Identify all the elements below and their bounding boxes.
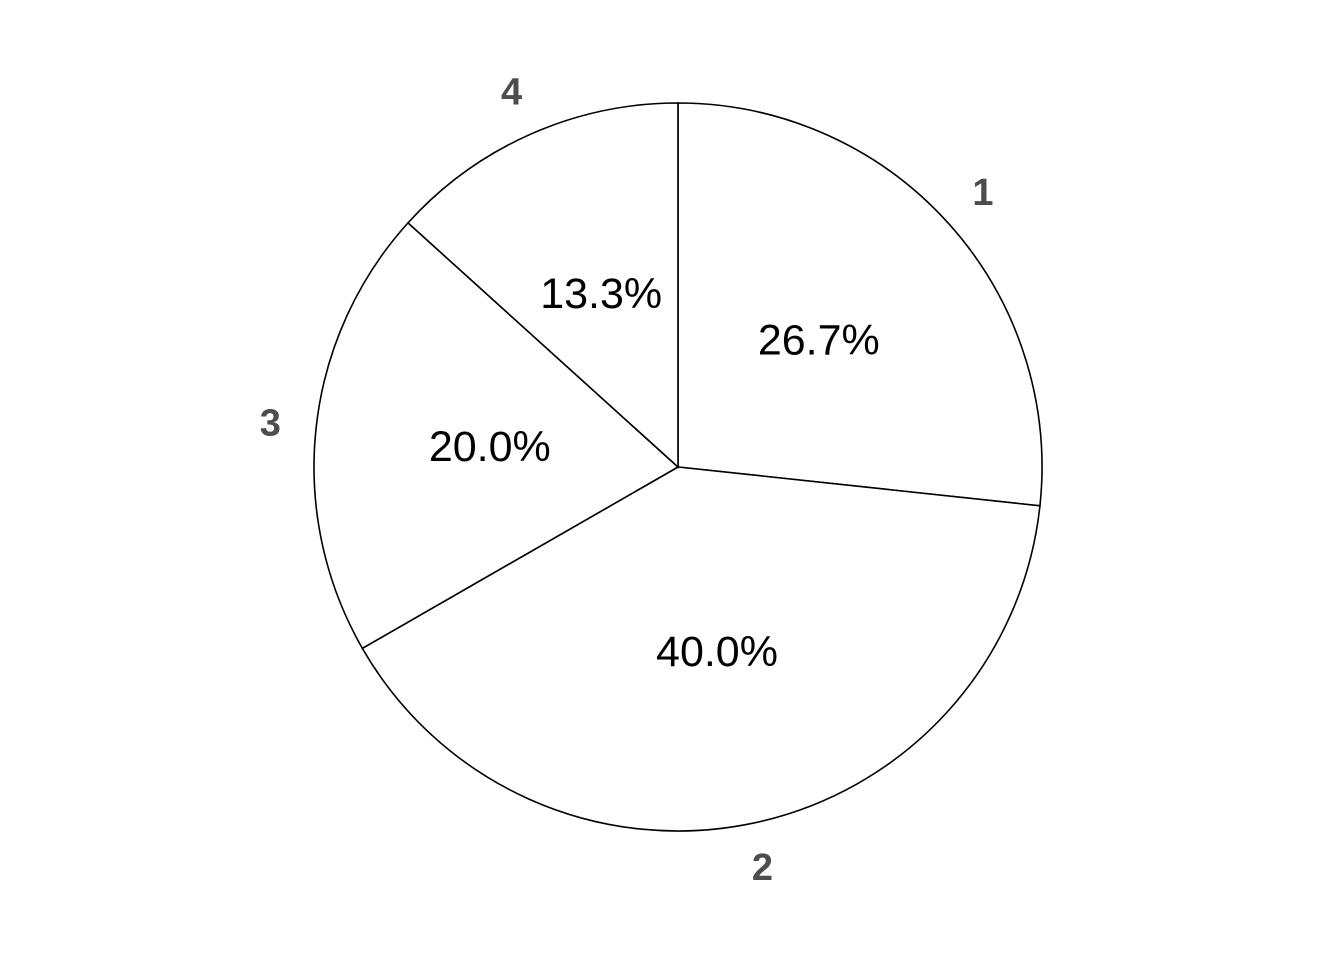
pie-slice-1 bbox=[677, 102, 1043, 507]
category-labels: 1 2 3 4 bbox=[260, 71, 994, 889]
category-label-2: 2 bbox=[752, 847, 773, 889]
category-label-4: 4 bbox=[501, 71, 522, 113]
category-label-1: 1 bbox=[972, 172, 993, 214]
category-label-3: 3 bbox=[260, 402, 281, 444]
pie-slice-4 bbox=[406, 102, 679, 469]
pie-slice-3 bbox=[313, 221, 680, 650]
percent-label-1: 26.7% bbox=[758, 317, 880, 365]
percent-labels: 26.7% 40.0% 20.0% 13.3% bbox=[429, 270, 880, 676]
percent-label-3: 20.0% bbox=[429, 423, 551, 471]
percent-label-4: 13.3% bbox=[540, 270, 662, 318]
percent-label-2: 40.0% bbox=[656, 628, 778, 676]
pie-slice-2 bbox=[361, 466, 1041, 832]
pie-slices bbox=[313, 102, 1043, 832]
